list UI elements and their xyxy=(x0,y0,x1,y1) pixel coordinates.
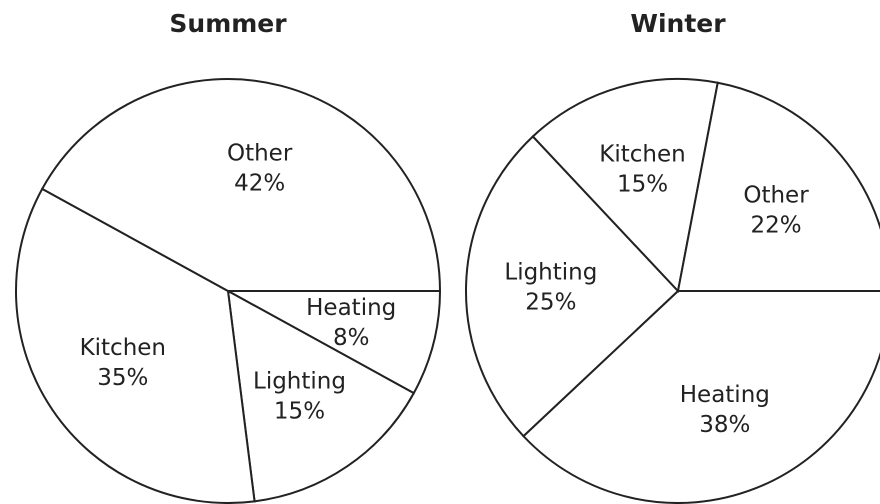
slice-label: Heating xyxy=(306,295,396,321)
slice-value-label: 15% xyxy=(274,399,325,425)
slice-label: Lighting xyxy=(504,260,597,286)
slice-value-label: 8% xyxy=(333,325,370,351)
slice-value-label: 25% xyxy=(525,290,576,316)
pie-slice xyxy=(531,78,719,294)
slice-label: Kitchen xyxy=(80,335,166,361)
pie-slice xyxy=(15,187,256,504)
slice-label: Kitchen xyxy=(599,141,685,167)
pie-slice xyxy=(226,289,416,503)
pie-slice xyxy=(522,290,880,504)
chart-title: Winter xyxy=(630,9,726,38)
slice-value-label: 22% xyxy=(750,212,801,238)
slice-value-label: 42% xyxy=(234,170,285,196)
chart-title: Summer xyxy=(169,9,287,38)
slice-label: Other xyxy=(743,182,809,208)
pie-slice xyxy=(676,81,880,292)
slice-label: Heating xyxy=(680,382,770,408)
slice-value-label: 35% xyxy=(97,365,148,391)
slice-value-label: 15% xyxy=(617,171,668,197)
pie-slice xyxy=(40,78,442,292)
pie-slice xyxy=(465,135,680,438)
slice-label: Lighting xyxy=(253,369,346,395)
slice-value-label: 38% xyxy=(699,412,750,438)
slice-label: Other xyxy=(227,140,293,166)
pie-slice xyxy=(227,290,442,395)
